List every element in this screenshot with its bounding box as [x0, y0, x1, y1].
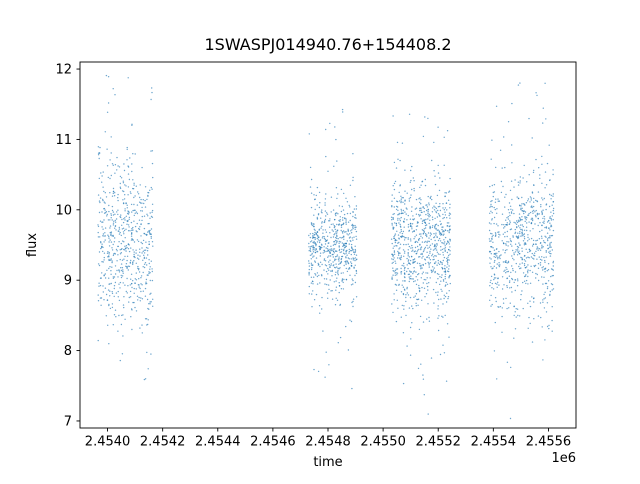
x-tick-label: 2.4544	[195, 435, 241, 450]
x-axis-label: time	[313, 455, 342, 470]
x-tick-label: 2.4542	[140, 435, 186, 450]
y-tick-label: 7	[64, 414, 72, 429]
x-axis-ticks: 2.4540 2.4542 2.4544 2.4546 2.4548 2.4550 2.45…	[85, 428, 571, 450]
y-tick-label: 10	[55, 203, 72, 218]
x-tick-label: 2.4540	[85, 435, 131, 450]
y-tick-label: 12	[55, 63, 72, 78]
y-tick-label: 9	[64, 274, 72, 289]
plot-area	[80, 62, 576, 428]
x-tick-label: 2.4552	[415, 435, 461, 450]
x-tick-label: 2.4554	[471, 435, 517, 450]
x-tick-label: 2.4556	[526, 435, 572, 450]
x-tick-label: 2.4546	[250, 435, 296, 450]
y-axis-ticks: 7 8 9 10 11 12	[55, 63, 80, 429]
chart-title: 1SWASPJ014940.76+154408.2	[204, 35, 451, 54]
y-tick-label: 11	[55, 133, 72, 148]
x-axis-offset-label: 1e6	[551, 451, 576, 466]
y-tick-label: 8	[64, 344, 72, 359]
scatter-points	[97, 74, 555, 420]
x-tick-label: 2.4550	[360, 435, 406, 450]
y-axis-label: flux	[25, 233, 40, 257]
x-tick-label: 2.4548	[305, 435, 351, 450]
